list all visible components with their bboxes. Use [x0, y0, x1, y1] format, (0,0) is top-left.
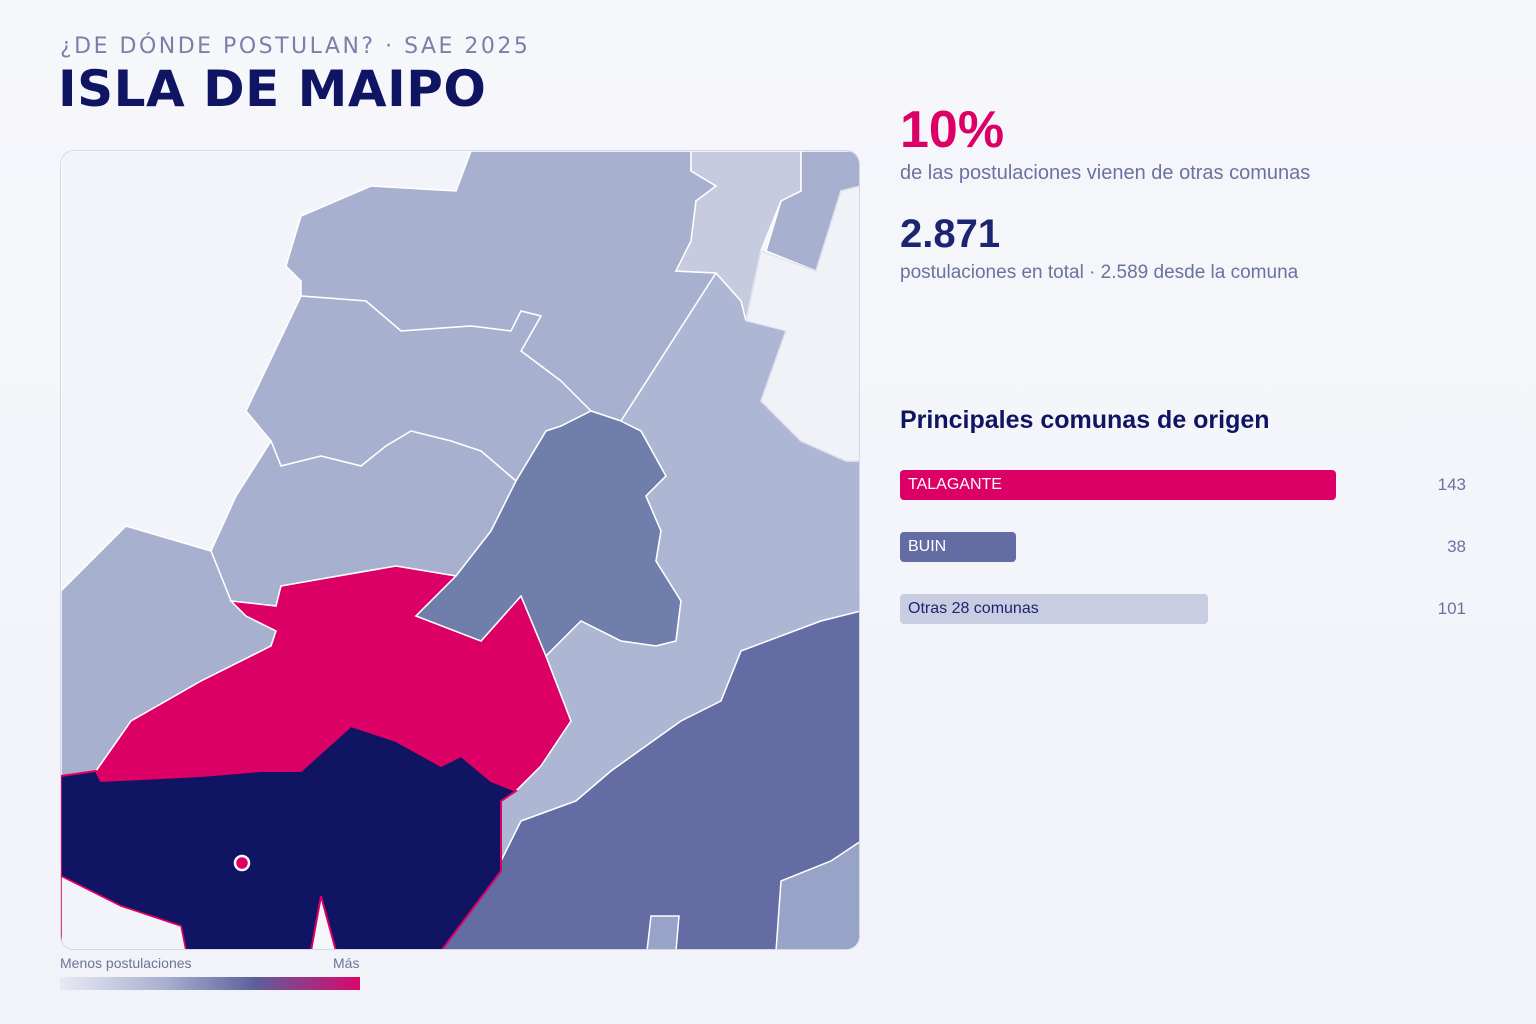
total-applications-label: postulaciones en total · 2.589 desde la … — [900, 262, 1299, 283]
comuna-east-edge[interactable] — [745, 185, 860, 462]
total-applications-value: 2.871 — [900, 212, 1001, 256]
ranking-bar-otras[interactable]: Otras 28 comunas — [900, 594, 1208, 624]
ranking-bar-value: 101 — [1437, 599, 1466, 618]
ranking-bar-value: 143 — [1437, 475, 1466, 494]
comuna-south-strip[interactable] — [646, 915, 680, 950]
ranking-bar-label: Otras 28 comunas — [908, 600, 1039, 617]
ranking-bar-value: 38 — [1447, 537, 1466, 556]
map-kicker: ¿DE DÓNDE POSTULAN? · SAE 2025 — [60, 34, 531, 59]
comuna-southwest-edge[interactable] — [61, 875, 187, 950]
external-percent-label: de las postulaciones vienen de otras com… — [900, 162, 1311, 184]
legend-gradient-bar — [60, 977, 360, 990]
comuna-buin[interactable] — [441, 610, 860, 950]
home-location-marker[interactable] — [233, 854, 251, 872]
ranking-title: Principales comunas de origen — [900, 406, 1270, 434]
ranking-bar-label: TALAGANTE — [908, 476, 1002, 493]
legend-low-label: Menos postulaciones — [60, 955, 192, 971]
choropleth-map[interactable] — [60, 150, 860, 950]
comuna-southeast-small[interactable] — [775, 841, 860, 950]
ranking-bar-buin[interactable]: BUIN — [900, 532, 1016, 562]
map-svg — [61, 151, 860, 950]
ranking-bar-talagante[interactable]: TALAGANTE — [900, 470, 1336, 500]
external-percent-value: 10% — [900, 101, 1005, 159]
page-title: ISLA DE MAIPO — [58, 60, 487, 118]
legend-high-label: Más — [333, 955, 360, 971]
ranking-bar-label: BUIN — [908, 538, 947, 555]
